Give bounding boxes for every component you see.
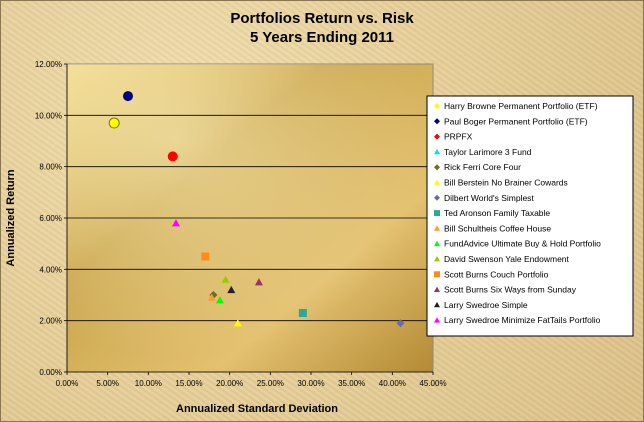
y-tick-label: 0.00% <box>39 368 62 377</box>
data-point-10 <box>221 275 230 283</box>
x-tick-label: 0.00% <box>56 379 79 388</box>
y-tick-label: 4.00% <box>39 265 62 274</box>
legend-marker-11 <box>434 271 440 278</box>
legend-label: David Swenson Yale Endowment <box>444 254 570 264</box>
legend-label: Bill Schultheis Coffee House <box>444 223 551 233</box>
y-tick-label: 8.00% <box>39 163 62 172</box>
legend-marker-2 <box>434 133 440 140</box>
legend-label: Rick Ferri Core Four <box>444 162 521 172</box>
legend-marker-0 <box>434 103 440 109</box>
data-point-6 <box>396 319 405 328</box>
legend-label: Taylor Larimore 3 Fund <box>444 147 532 157</box>
x-tick-label: 15.00% <box>175 379 202 388</box>
y-tick-label: 2.00% <box>39 317 62 326</box>
y-tick-label: 10.00% <box>35 111 62 120</box>
x-tick-label: 40.00% <box>379 379 406 388</box>
data-point-14 <box>171 219 180 227</box>
data-point-13 <box>227 285 236 294</box>
data-point-0 <box>108 117 120 129</box>
x-tick-label: 25.00% <box>257 379 284 388</box>
data-point-1 <box>123 91 133 102</box>
x-axis-label: Annualized Standard Deviation <box>176 403 338 415</box>
legend-label: Scott Burns Six Ways from Sunday <box>444 285 577 295</box>
legend-marker-1 <box>434 118 440 125</box>
legend-marker-4 <box>434 164 440 171</box>
y-axis-label: Annualized Return <box>5 169 17 266</box>
legend-marker-3 <box>434 148 440 155</box>
x-tick-label: 5.00% <box>96 379 119 388</box>
legend-marker-14 <box>434 317 440 323</box>
legend-label: Harry Browne Permanent Portfolio (ETF) <box>444 101 598 111</box>
legend-label: Larry Swedroe Simple <box>444 300 528 310</box>
chart-subtitle: 5 Years Ending 2011 <box>250 29 394 46</box>
y-tick-label: 6.00% <box>39 214 62 223</box>
data-point-11 <box>201 252 210 261</box>
legend-label: Larry Swedroe Minimize FatTails Portfoli… <box>444 315 601 325</box>
x-tick-label: 35.00% <box>338 379 365 388</box>
chart-title: Portfolios Return vs. Risk <box>230 10 414 27</box>
legend-label: Scott Burns Couch Portfolio <box>444 269 549 279</box>
x-tick-label: 30.00% <box>297 379 324 388</box>
legend-marker-9 <box>434 240 440 247</box>
legend-marker-8 <box>434 225 440 231</box>
legend-marker-5 <box>434 179 440 185</box>
data-point-12 <box>254 278 263 286</box>
legend-marker-10 <box>434 256 440 262</box>
legend-label: FundAdvice Ultimate Buy & Hold Portfolio <box>444 239 601 249</box>
x-tick-label: 10.00% <box>135 379 162 388</box>
legend-label: PRPFX <box>444 132 473 142</box>
y-tick-label: 12.00% <box>35 60 62 69</box>
legend-label: Paul Boger Permanent Portfolio (ETF) <box>444 116 588 126</box>
data-point-8 <box>207 293 216 301</box>
data-point-5 <box>233 319 242 327</box>
legend-marker-7 <box>434 210 440 217</box>
data-point-9 <box>215 296 224 304</box>
legend-label: Bill Berstein No Brainer Cowards <box>444 178 568 188</box>
data-points <box>108 91 405 328</box>
legend-marker-13 <box>434 301 440 308</box>
legend-label: Ted Aronson Family Taxable <box>444 208 550 218</box>
x-tick-label: 45.00% <box>419 379 446 388</box>
legend-label: Dilbert World's Simplest <box>444 193 534 203</box>
legend-marker-6 <box>434 194 440 201</box>
y-axis-ticks: 0.00% 2.00% 4.00% 6.00% 8.00% 10.00% 12.00% <box>35 60 68 377</box>
legend-marker-12 <box>434 286 440 292</box>
x-tick-label: 20.00% <box>216 379 243 388</box>
x-axis-ticks: 0.00% 5.00% 10.00% 15.00% 20.00% 25.00% 30.00%… <box>56 371 447 388</box>
legend: Harry Browne Permanent Portfolio (ETF) Pa… <box>434 101 601 325</box>
data-point-7 <box>298 308 307 317</box>
data-point-2 <box>167 151 178 162</box>
legend-box <box>426 95 634 337</box>
gridlines <box>67 114 433 322</box>
